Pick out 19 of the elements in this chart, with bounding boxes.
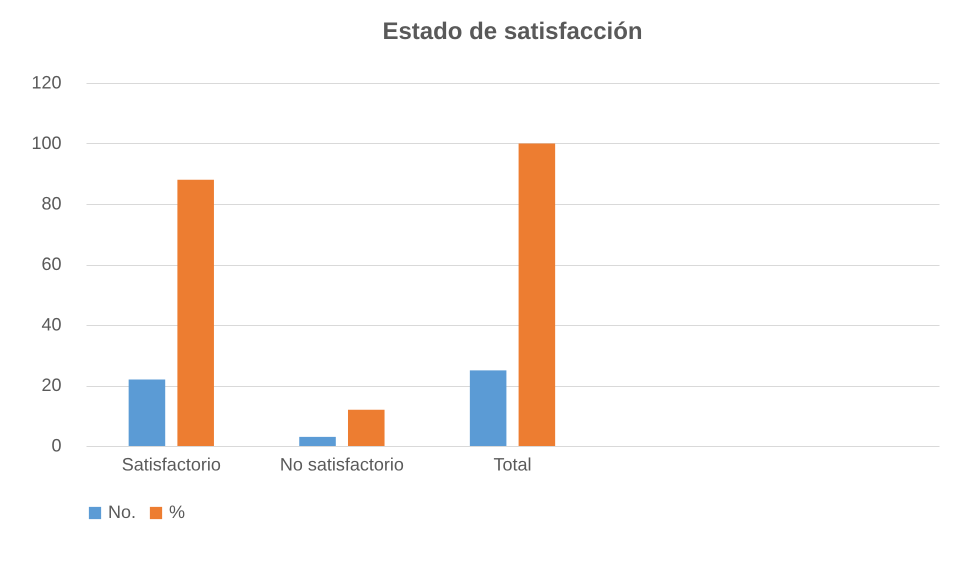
y-tick-label: 20 (41, 375, 62, 395)
y-tick-label: 60 (41, 254, 62, 274)
bar (299, 436, 336, 446)
bar (348, 410, 385, 446)
x-tick-label: Total (493, 454, 532, 474)
x-tick-label: Satisfactorio (122, 454, 221, 474)
bar (470, 370, 506, 446)
legend-label: No. (108, 502, 136, 522)
x-tick-label: No satisfactorio (280, 454, 404, 474)
y-tick-label: 40 (41, 314, 62, 334)
y-tick-label: 0 (51, 436, 62, 456)
y-tick-label: 120 (31, 72, 62, 92)
bar (128, 379, 166, 446)
y-tick-label: 80 (41, 194, 62, 214)
bar (177, 180, 214, 446)
legend-label: % (169, 502, 186, 522)
chart-title: Estado de satisfacción (382, 18, 643, 45)
bar (518, 144, 556, 446)
y-tick-label: 100 (31, 133, 62, 153)
